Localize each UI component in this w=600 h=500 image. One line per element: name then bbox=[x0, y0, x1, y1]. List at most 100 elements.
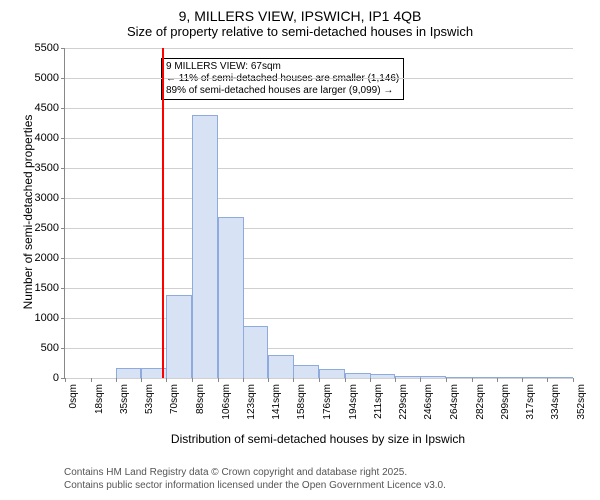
xtick-mark bbox=[497, 378, 498, 382]
xtick-mark bbox=[116, 378, 117, 382]
gridline bbox=[65, 108, 573, 109]
annotation-box: 9 MILLERS VIEW: 67sqm ← 11% of semi-deta… bbox=[161, 58, 404, 100]
histogram-bar bbox=[345, 373, 371, 378]
gridline bbox=[65, 318, 573, 319]
xtick-label: 246sqm bbox=[423, 384, 434, 420]
xtick-label: 282sqm bbox=[475, 384, 486, 420]
ytick-label: 5500 bbox=[35, 42, 59, 54]
annotation-line-3: 89% of semi-detached houses are larger (… bbox=[166, 85, 399, 97]
histogram-bar bbox=[547, 377, 573, 378]
xtick-mark bbox=[192, 378, 193, 382]
gridline bbox=[65, 258, 573, 259]
histogram-bar bbox=[243, 326, 269, 378]
ytick-mark bbox=[61, 198, 65, 199]
xtick-mark bbox=[218, 378, 219, 382]
ytick-label: 2000 bbox=[35, 252, 59, 264]
ytick-mark bbox=[61, 168, 65, 169]
histogram-bar bbox=[116, 368, 142, 378]
histogram-bar bbox=[268, 355, 294, 378]
ytick-label: 0 bbox=[53, 372, 59, 384]
xtick-mark bbox=[166, 378, 167, 382]
histogram-bar bbox=[446, 377, 472, 378]
ytick-mark bbox=[61, 108, 65, 109]
xtick-label: 141sqm bbox=[271, 384, 282, 420]
ytick-mark bbox=[61, 348, 65, 349]
histogram-bar bbox=[522, 377, 548, 378]
xtick-label: 299sqm bbox=[500, 384, 511, 420]
ytick-mark bbox=[61, 48, 65, 49]
ytick-label: 1000 bbox=[35, 312, 59, 324]
y-axis-title: Number of semi-detached properties bbox=[21, 92, 35, 332]
histogram-bar bbox=[420, 376, 446, 378]
annotation-line-2: ← 11% of semi-detached houses are smalle… bbox=[166, 73, 399, 85]
histogram-bar bbox=[370, 374, 396, 378]
xtick-label: 229sqm bbox=[398, 384, 409, 420]
xtick-mark bbox=[522, 378, 523, 382]
xtick-mark bbox=[472, 378, 473, 382]
xtick-mark bbox=[268, 378, 269, 382]
ytick-mark bbox=[61, 138, 65, 139]
xtick-label: 106sqm bbox=[221, 384, 232, 420]
xtick-label: 88sqm bbox=[195, 384, 206, 414]
xtick-mark bbox=[547, 378, 548, 382]
xtick-label: 70sqm bbox=[169, 384, 180, 414]
histogram-bar bbox=[293, 365, 319, 378]
xtick-label: 334sqm bbox=[550, 384, 561, 420]
footer-line-1: Contains HM Land Registry data © Crown c… bbox=[64, 466, 446, 479]
ytick-mark bbox=[61, 318, 65, 319]
gridline bbox=[65, 168, 573, 169]
xtick-label: 35sqm bbox=[119, 384, 130, 414]
histogram-bar bbox=[166, 295, 192, 378]
ytick-label: 3500 bbox=[35, 162, 59, 174]
xtick-label: 194sqm bbox=[348, 384, 359, 420]
xtick-label: 18sqm bbox=[94, 384, 105, 414]
xtick-label: 317sqm bbox=[525, 384, 536, 420]
gridline bbox=[65, 138, 573, 139]
xtick-label: 176sqm bbox=[322, 384, 333, 420]
xtick-label: 53sqm bbox=[144, 384, 155, 414]
ytick-label: 2500 bbox=[35, 222, 59, 234]
xtick-mark bbox=[293, 378, 294, 382]
xtick-label: 211sqm bbox=[373, 384, 384, 419]
gridline bbox=[65, 348, 573, 349]
ytick-mark bbox=[61, 228, 65, 229]
footer-line-2: Contains public sector information licen… bbox=[64, 479, 446, 492]
ytick-label: 1500 bbox=[35, 282, 59, 294]
xtick-mark bbox=[573, 378, 574, 382]
xtick-mark bbox=[91, 378, 92, 382]
histogram-bar bbox=[472, 377, 498, 378]
gridline bbox=[65, 48, 573, 49]
histogram-bar bbox=[192, 115, 218, 378]
xtick-label: 264sqm bbox=[449, 384, 460, 420]
chart-container: 9, MILLERS VIEW, IPSWICH, IP1 4QB Size o… bbox=[0, 0, 600, 500]
xtick-mark bbox=[345, 378, 346, 382]
ytick-label: 5000 bbox=[35, 72, 59, 84]
xtick-label: 123sqm bbox=[246, 384, 257, 420]
gridline bbox=[65, 198, 573, 199]
ytick-mark bbox=[61, 288, 65, 289]
xtick-mark bbox=[65, 378, 66, 382]
ytick-label: 4000 bbox=[35, 132, 59, 144]
histogram-bar bbox=[497, 377, 523, 378]
ytick-mark bbox=[61, 258, 65, 259]
xtick-mark bbox=[370, 378, 371, 382]
annotation-line-1: 9 MILLERS VIEW: 67sqm bbox=[166, 61, 399, 73]
gridline bbox=[65, 228, 573, 229]
chart-title: 9, MILLERS VIEW, IPSWICH, IP1 4QB bbox=[0, 0, 600, 24]
ytick-label: 3000 bbox=[35, 192, 59, 204]
x-axis-title: Distribution of semi-detached houses by … bbox=[64, 432, 572, 446]
histogram-bar bbox=[395, 376, 421, 378]
xtick-mark bbox=[319, 378, 320, 382]
histogram-bar bbox=[218, 217, 244, 378]
histogram-bar bbox=[319, 369, 345, 378]
ytick-mark bbox=[61, 78, 65, 79]
xtick-mark bbox=[395, 378, 396, 382]
xtick-label: 158sqm bbox=[296, 384, 307, 420]
xtick-mark bbox=[141, 378, 142, 382]
xtick-mark bbox=[446, 378, 447, 382]
highlight-vline bbox=[162, 48, 164, 378]
xtick-label: 0sqm bbox=[68, 384, 79, 408]
footer-text: Contains HM Land Registry data © Crown c… bbox=[64, 466, 446, 492]
plot-area: 9 MILLERS VIEW: 67sqm ← 11% of semi-deta… bbox=[64, 48, 573, 379]
gridline bbox=[65, 78, 573, 79]
